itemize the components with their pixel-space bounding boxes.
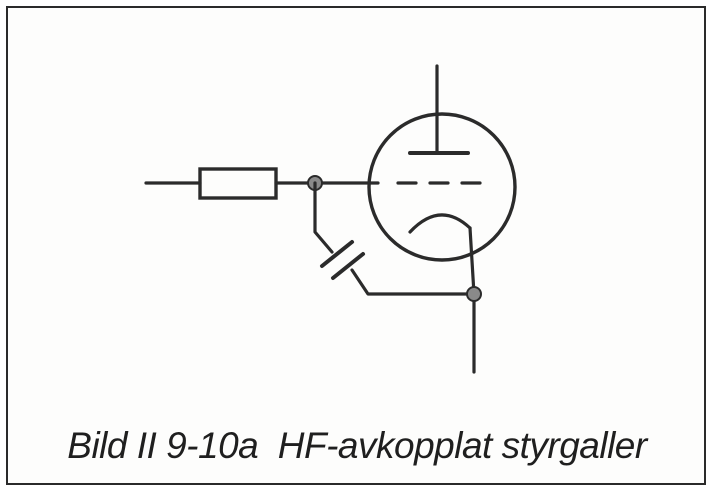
figure-caption: Bild II 9-10a HF-avkopplat styrgaller <box>67 425 647 466</box>
cathode <box>408 213 472 234</box>
cathode-lead <box>468 226 476 296</box>
figure-frame <box>6 6 706 485</box>
resistor <box>198 167 278 200</box>
cathode-junction <box>466 286 482 302</box>
triode-tube <box>367 112 517 262</box>
capacitor-lower-lead <box>350 268 476 296</box>
capacitor-upper-lead <box>313 181 334 254</box>
capacitor <box>320 240 365 280</box>
